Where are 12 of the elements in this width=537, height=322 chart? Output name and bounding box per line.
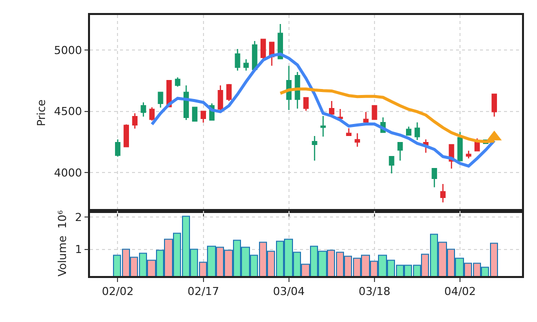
y-tick-label: 4000 <box>54 166 82 180</box>
x-tick-label: 04/02 <box>444 284 476 298</box>
y-axis-title: Price <box>35 99 48 126</box>
x-tick-label: 02/17 <box>187 284 220 298</box>
y-tick-label: 4500 <box>54 105 82 118</box>
y-tick-label: 5000 <box>54 44 82 57</box>
x-tick-label: 03/18 <box>358 284 390 298</box>
y-axis-title: Volume 10⁶ <box>56 210 70 277</box>
x-tick-label: 02/02 <box>102 284 134 298</box>
y-tick-label: 2 <box>75 211 82 224</box>
y-tick-label: 1 <box>75 243 82 256</box>
x-tick-label: 03/04 <box>273 284 305 298</box>
